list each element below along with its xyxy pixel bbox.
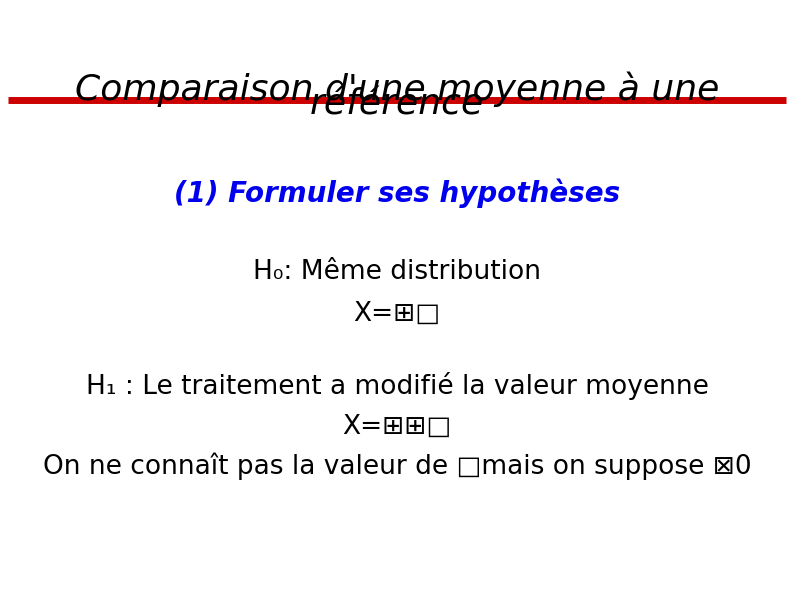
Text: X=⊞□: X=⊞□ <box>353 300 441 327</box>
Text: H₁ : Le traitement a modifié la valeur moyenne: H₁ : Le traitement a modifié la valeur m… <box>86 372 708 400</box>
Text: (1) Formuler ses hypothèses: (1) Formuler ses hypothèses <box>174 178 620 208</box>
Text: On ne connaît pas la valeur de □mais on suppose ⊠0: On ne connaît pas la valeur de □mais on … <box>43 452 751 480</box>
Text: H₀: Même distribution: H₀: Même distribution <box>253 259 541 285</box>
Text: référence: référence <box>310 87 484 121</box>
Text: X=⊞⊞□: X=⊞⊞□ <box>342 414 452 440</box>
Text: Comparaison d'une moyenne à une: Comparaison d'une moyenne à une <box>75 71 719 107</box>
